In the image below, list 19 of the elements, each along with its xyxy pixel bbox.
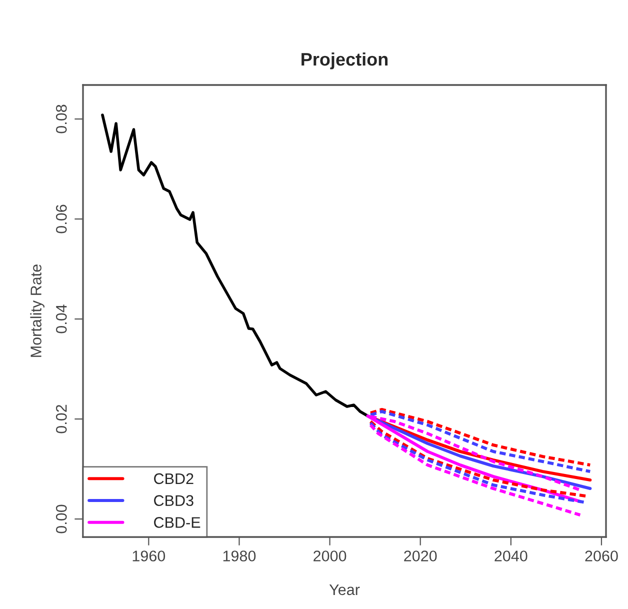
y-tick-label: 0.00 [56, 504, 67, 534]
legend-label: CBD2 [154, 473, 194, 484]
line-series [369, 423, 582, 517]
y-tick-label: 0.02 [56, 404, 67, 434]
y-tick-label: 0.04 [56, 304, 67, 334]
x-tick-label: 1960 [132, 550, 166, 562]
legend-label: CBD-E [154, 517, 200, 528]
x-tick-label: 2040 [494, 550, 528, 562]
x-tick-label: 2020 [404, 550, 437, 562]
y-axis-title: Mortality Rate [30, 264, 44, 357]
x-axis-title: Year [329, 584, 360, 596]
y-tick-label: 0.08 [56, 104, 67, 134]
legend-label: CBD3 [154, 495, 194, 506]
x-tick-label: 2000 [314, 550, 346, 562]
line-series [101, 114, 370, 418]
x-tick-label: 2060 [585, 550, 618, 562]
y-tick-label: 0.06 [56, 204, 67, 234]
chart-title: Projection [302, 52, 388, 70]
x-tick-label: 1980 [223, 550, 256, 562]
